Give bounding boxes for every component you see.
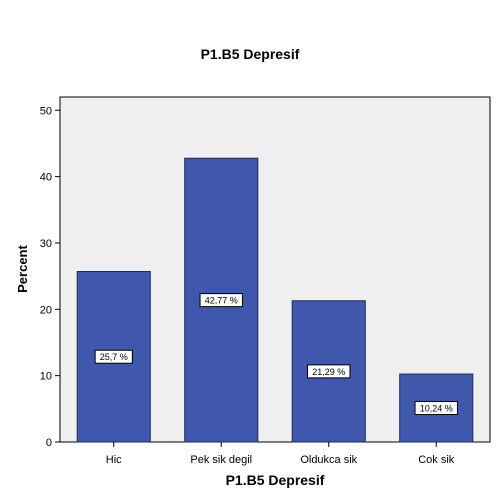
- x-tick-label: Hic: [106, 454, 122, 466]
- data-label-box: [414, 401, 458, 416]
- chart-title: P1.B5 Depresif: [201, 46, 300, 62]
- x-tick-label: Pek sik degil: [190, 454, 252, 466]
- data-label: 10,24 %: [420, 404, 453, 414]
- y-tick-label: 40: [40, 172, 52, 184]
- data-label-box: [94, 349, 133, 364]
- data-label: 25,7 %: [100, 352, 128, 362]
- y-tick-label: 50: [40, 105, 52, 117]
- y-tick-label: 30: [40, 238, 52, 250]
- y-tick-label: 0: [46, 437, 52, 449]
- x-tick-label: Cok sik: [418, 454, 455, 466]
- y-tick-label: 20: [40, 304, 52, 316]
- y-axis: 0 10 20 30 40 50: [40, 105, 60, 449]
- data-label-box: [199, 293, 243, 308]
- y-tick-label: 10: [40, 371, 52, 383]
- x-axis-label: P1.B5 Depresif: [226, 472, 325, 488]
- data-label: 21,29 %: [312, 367, 345, 377]
- y-axis-label: Percent: [15, 244, 30, 292]
- bars: 25,7 % 42,77 % 21,29 % 10,24 %: [76, 157, 474, 443]
- data-label-box: [307, 364, 351, 379]
- x-axis: Hic Pek sik degil Oldukca sik Cok sik: [106, 442, 455, 466]
- data-label: 42,77 %: [205, 296, 238, 306]
- x-tick-label: Oldukca sik: [300, 454, 357, 466]
